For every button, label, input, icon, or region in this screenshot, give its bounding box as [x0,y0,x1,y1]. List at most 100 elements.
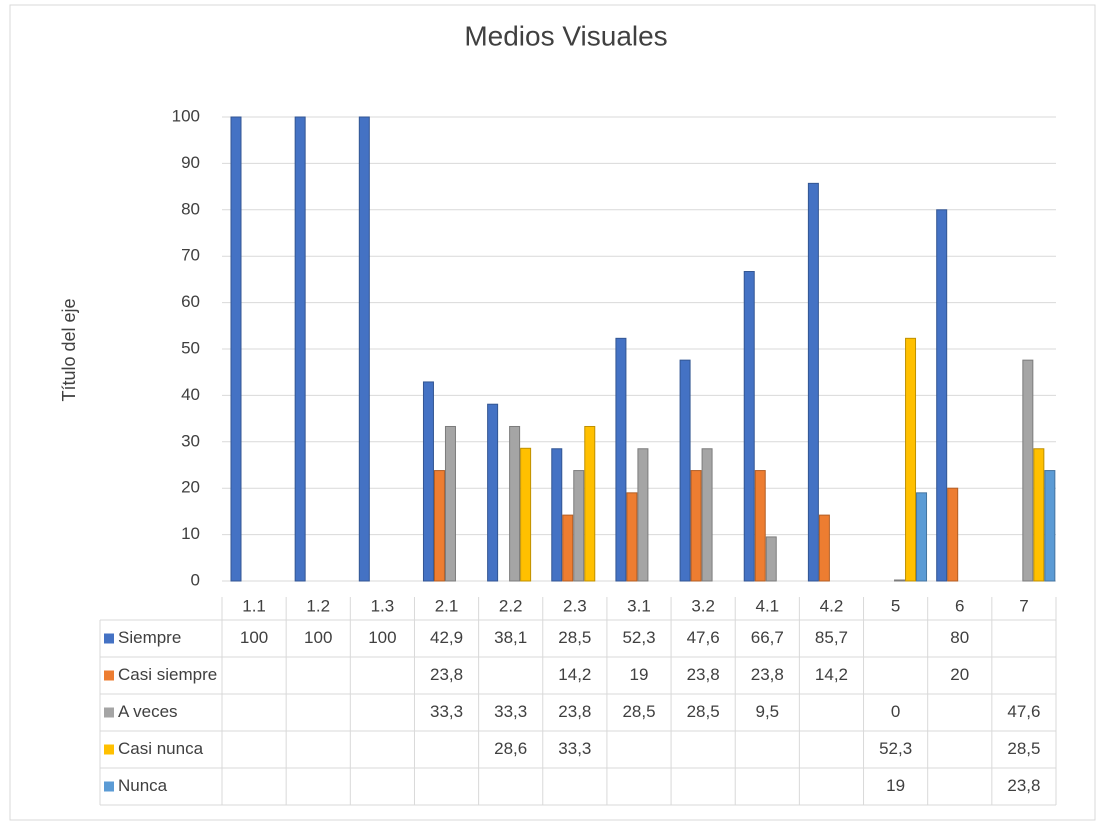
table-cell: 33,3 [494,702,527,721]
table-cell: 100 [240,628,268,647]
bar [520,447,532,582]
bar [818,514,830,582]
table-cell: 80 [950,628,969,647]
y-tick-label: 60 [181,292,200,311]
legend-label: Casi siempre [118,665,217,684]
bar [509,425,521,582]
table-cell: 66,7 [751,628,784,647]
legend-label: Casi nunca [118,739,204,758]
bar [765,536,777,582]
bar [690,470,702,582]
bar [743,271,755,582]
table-cell: 23,8 [1007,776,1040,795]
bar [905,337,917,582]
table-cell: 19 [630,665,649,684]
table-cell: 52,3 [622,628,655,647]
table-cell: 85,7 [815,628,848,647]
bar [358,116,370,582]
legend-swatch [104,744,114,755]
table-cell: 9,5 [755,702,779,721]
table-cell: 42,9 [430,628,463,647]
chart-title: Medios Visuales [464,20,667,51]
table-cell: 38,1 [494,628,527,647]
x-tick-label: 4.1 [755,596,779,615]
bar [444,425,456,582]
x-tick-label: 7 [1019,596,1028,615]
bar [754,470,766,582]
x-tick-label: 1.1 [242,596,266,615]
bar [422,381,434,582]
table-cell: 100 [304,628,332,647]
bar [1044,470,1056,582]
y-tick-label: 70 [181,246,200,265]
table-cell: 33,3 [558,739,591,758]
table-cell: 19 [886,776,905,795]
bar [1033,448,1045,582]
bar [562,514,574,582]
table-cell: 33,3 [430,702,463,721]
y-tick-label: 50 [181,338,200,357]
bar [947,487,959,582]
y-axis-label: Título del eje [59,298,79,401]
table-cell: 23,8 [687,665,720,684]
table-cell: 28,5 [687,702,720,721]
table-cell: 28,5 [1007,739,1040,758]
bar [433,470,445,582]
table-cell: 52,3 [879,739,912,758]
bar [807,182,819,582]
y-tick-label: 90 [181,153,200,172]
y-tick-label: 100 [172,106,200,125]
bar [230,116,242,582]
x-tick-label: 2.1 [435,596,459,615]
x-tick-label: 4.2 [820,596,844,615]
y-tick-label: 30 [181,431,200,450]
x-tick-label: 5 [891,596,900,615]
bar [1022,359,1034,582]
bar [637,448,649,582]
bar [916,492,928,582]
legend-label: Siempre [118,628,181,647]
table-cell: 0 [891,702,900,721]
y-tick-label: 20 [181,478,200,497]
legend-label: Nunca [118,776,168,795]
x-tick-label: 2.2 [499,596,523,615]
table-cell: 20 [950,665,969,684]
y-tick-label: 40 [181,385,200,404]
table-cell: 14,2 [558,665,591,684]
x-tick-label: 1.2 [306,596,330,615]
bar [626,492,638,582]
x-tick-label: 3.2 [691,596,715,615]
legend-swatch [104,633,114,644]
bar [936,209,948,582]
table-cell: 23,8 [430,665,463,684]
table-cell: 28,5 [622,702,655,721]
bar [551,448,563,582]
table-cell: 100 [368,628,396,647]
bar [679,359,691,582]
y-tick-label: 0 [191,570,200,589]
chart-border [9,4,1096,821]
table-cell: 28,5 [558,628,591,647]
bar [894,579,906,582]
bar [294,116,306,582]
bar [487,403,499,582]
bar [584,425,596,582]
x-tick-label: 6 [955,596,964,615]
legend-label: A veces [118,702,178,721]
table-cell: 47,6 [687,628,720,647]
legend-swatch [104,707,114,718]
table-cell: 23,8 [558,702,591,721]
y-tick-label: 80 [181,199,200,218]
x-tick-label: 3.1 [627,596,651,615]
table-cell: 14,2 [815,665,848,684]
bar [615,337,627,582]
x-tick-label: 2.3 [563,596,587,615]
y-tick-label: 10 [181,524,200,543]
bar [701,448,713,582]
legend-swatch [104,670,114,681]
x-tick-label: 1.3 [371,596,395,615]
table-cell: 28,6 [494,739,527,758]
table-cell: 47,6 [1007,702,1040,721]
legend-swatch [104,781,114,792]
